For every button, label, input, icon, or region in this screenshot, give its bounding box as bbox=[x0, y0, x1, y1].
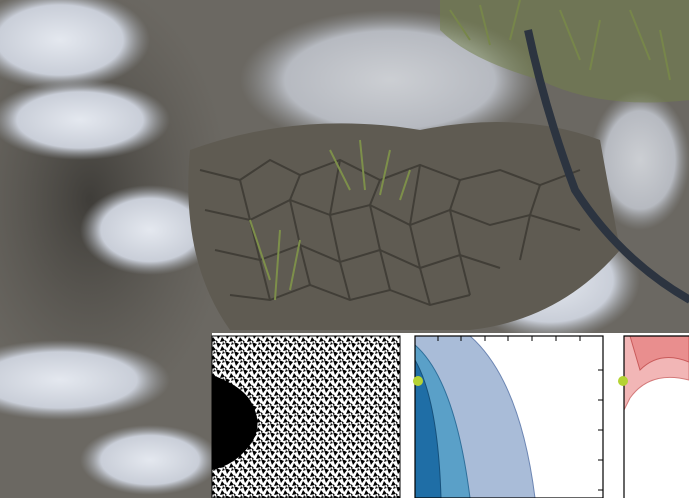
scene bbox=[0, 0, 689, 498]
inset-panels bbox=[212, 333, 689, 498]
page: (() => { const data = JSON.parse(documen… bbox=[0, 0, 689, 498]
